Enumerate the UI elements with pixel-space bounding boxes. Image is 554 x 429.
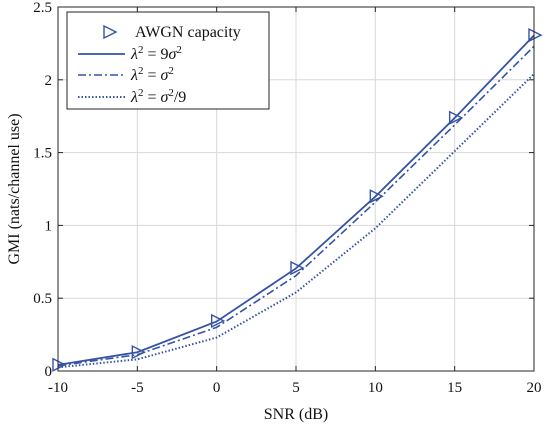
y-tick-label: 2 (45, 73, 53, 89)
awgn-capacity-marker (290, 260, 305, 276)
x-tick-label: 15 (447, 380, 462, 396)
awgn-capacity-marker (528, 27, 543, 43)
legend-entry-9sigma: λ2 = 9σ2 (78, 44, 182, 63)
y-tick-label: 2.5 (33, 0, 52, 16)
x-axis-label: SNR (dB) (264, 406, 328, 423)
x-tick-label: 10 (368, 380, 383, 396)
legend: AWGN capacity λ2 = 9σ2 λ2 = σ2 λ2 = σ2/9 (66, 11, 270, 110)
awgn-capacity-marker (448, 110, 464, 125)
legend-label-sigma: λ2 = σ2 (130, 65, 174, 84)
series-line-solid (57, 34, 535, 366)
series-line-dashdot (57, 45, 535, 367)
y-axis-label: GMI (nats/channel use) (6, 113, 23, 264)
y-tick-label: 0 (45, 364, 53, 380)
legend-label-9sigma: λ2 = 9σ2 (130, 44, 182, 63)
legend-box (66, 11, 270, 110)
legend-entry-sigma-over-9: λ2 = σ2/9 (78, 87, 186, 106)
series-layer (52, 27, 543, 372)
series-line-dotted (57, 73, 535, 369)
y-tick-label: 1.5 (33, 146, 52, 162)
legend-entry-sigma: λ2 = σ2 (78, 65, 174, 84)
legend-label-sigma-over-9: λ2 = σ2/9 (130, 87, 186, 106)
y-tick-label: 0.5 (33, 291, 52, 307)
ticks: -10 -5 0 5 10 15 20 0 0.5 1 1.5 2 2.5 (33, 0, 541, 396)
awgn-capacity-marker (369, 189, 384, 204)
legend-marker-triangle (103, 24, 118, 40)
legend-entry-awgn: AWGN capacity (103, 24, 241, 41)
y-tick-label: 1 (45, 218, 53, 234)
x-tick-label: -10 (48, 380, 68, 396)
x-tick-label: 0 (213, 380, 221, 396)
x-tick-label: 20 (527, 380, 542, 396)
x-tick-label: 5 (292, 380, 300, 396)
awgn-capacity-marker (210, 313, 226, 329)
legend-label-awgn: AWGN capacity (135, 24, 241, 41)
x-tick-label: -5 (131, 380, 144, 396)
